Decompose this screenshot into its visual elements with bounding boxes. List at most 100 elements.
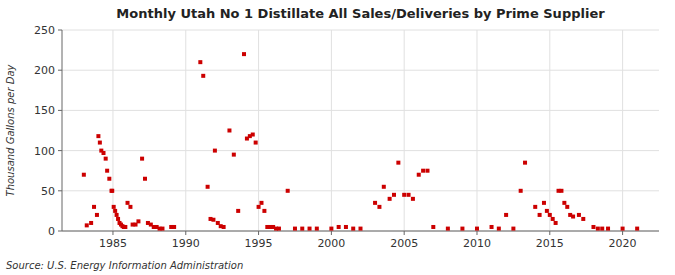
point — [571, 215, 575, 219]
point — [388, 197, 392, 201]
x-tick — [185, 231, 186, 235]
point — [123, 225, 127, 229]
y-tick-label: 0 — [48, 225, 55, 238]
point — [201, 74, 205, 78]
point — [227, 129, 231, 133]
point — [277, 227, 281, 231]
point — [600, 227, 604, 231]
point — [421, 169, 425, 173]
point — [82, 173, 86, 177]
y-tick — [58, 30, 62, 31]
point — [533, 205, 537, 209]
point — [257, 205, 261, 209]
point — [337, 225, 341, 229]
point — [293, 227, 297, 231]
point — [548, 213, 552, 217]
point — [460, 227, 464, 231]
point — [254, 141, 258, 145]
point — [105, 169, 109, 173]
x-axis-line — [62, 231, 659, 232]
point — [104, 157, 108, 161]
x-grid-line — [185, 30, 186, 231]
point — [344, 225, 348, 229]
y-grid-line — [62, 110, 659, 111]
point — [128, 205, 132, 209]
point — [211, 218, 215, 222]
point — [596, 227, 600, 231]
point — [359, 227, 363, 231]
point — [96, 134, 100, 138]
y-tick-label: 100 — [34, 145, 55, 158]
points — [82, 52, 639, 230]
point — [581, 217, 585, 221]
point — [407, 193, 411, 197]
x-tick-label: 2005 — [390, 237, 418, 250]
y-tick — [58, 110, 62, 111]
y-tick — [58, 231, 62, 232]
chart: 1985199019952000200520102015202005010015… — [0, 0, 675, 275]
y-grid-line — [62, 70, 659, 71]
title: Monthly Utah No 1 Distillate All Sales/D… — [116, 6, 605, 21]
x-grid-line — [112, 30, 113, 231]
point — [113, 209, 117, 213]
point — [198, 60, 202, 64]
y-grid-line — [62, 30, 659, 31]
point — [213, 149, 217, 153]
x-tick — [404, 231, 405, 235]
grid — [62, 30, 659, 231]
y-tick-label: 150 — [34, 104, 55, 117]
point — [504, 213, 508, 217]
x-tick — [331, 231, 332, 235]
point — [591, 225, 595, 229]
point — [222, 225, 226, 229]
point — [262, 209, 266, 213]
point — [377, 205, 381, 209]
y-grid-line — [62, 150, 659, 151]
x-tick-label: 1995 — [245, 237, 273, 250]
x-grid-line — [622, 30, 623, 231]
y-axis-line — [62, 30, 63, 231]
x-tick-label: 1985 — [99, 237, 127, 250]
point — [143, 177, 147, 181]
point — [635, 227, 639, 231]
point — [373, 201, 377, 205]
point — [315, 227, 319, 231]
point — [431, 225, 435, 229]
y-tick — [58, 70, 62, 71]
point — [116, 217, 120, 221]
source: Source: U.S. Energy Information Administ… — [6, 260, 243, 271]
point — [89, 221, 93, 225]
point — [621, 227, 625, 231]
x-tick — [112, 231, 113, 235]
point — [497, 227, 501, 231]
point — [511, 227, 515, 231]
x-tick — [622, 231, 623, 235]
x-tick-label: 2010 — [463, 237, 491, 250]
x-tick-label: 2015 — [536, 237, 564, 250]
point — [92, 205, 96, 209]
x-tick-label: 2020 — [609, 237, 637, 250]
x-grid-line — [476, 30, 477, 231]
y-tick — [58, 190, 62, 191]
point — [110, 189, 114, 193]
point — [519, 189, 523, 193]
x-tick — [549, 231, 550, 235]
x-grid-line — [258, 30, 259, 231]
x-tick-label: 1990 — [172, 237, 200, 250]
point — [475, 227, 479, 231]
point — [85, 223, 89, 227]
point — [110, 189, 114, 193]
point — [411, 197, 415, 201]
point — [115, 213, 119, 217]
y-tick-label: 50 — [41, 185, 55, 198]
point — [565, 205, 569, 209]
point — [559, 189, 563, 193]
point — [308, 227, 312, 231]
point — [562, 201, 566, 205]
x-grid-line — [404, 30, 405, 231]
point — [538, 213, 542, 217]
point — [425, 169, 429, 173]
point — [236, 209, 240, 213]
y-tick-label: 200 — [34, 64, 55, 77]
point — [126, 201, 130, 205]
